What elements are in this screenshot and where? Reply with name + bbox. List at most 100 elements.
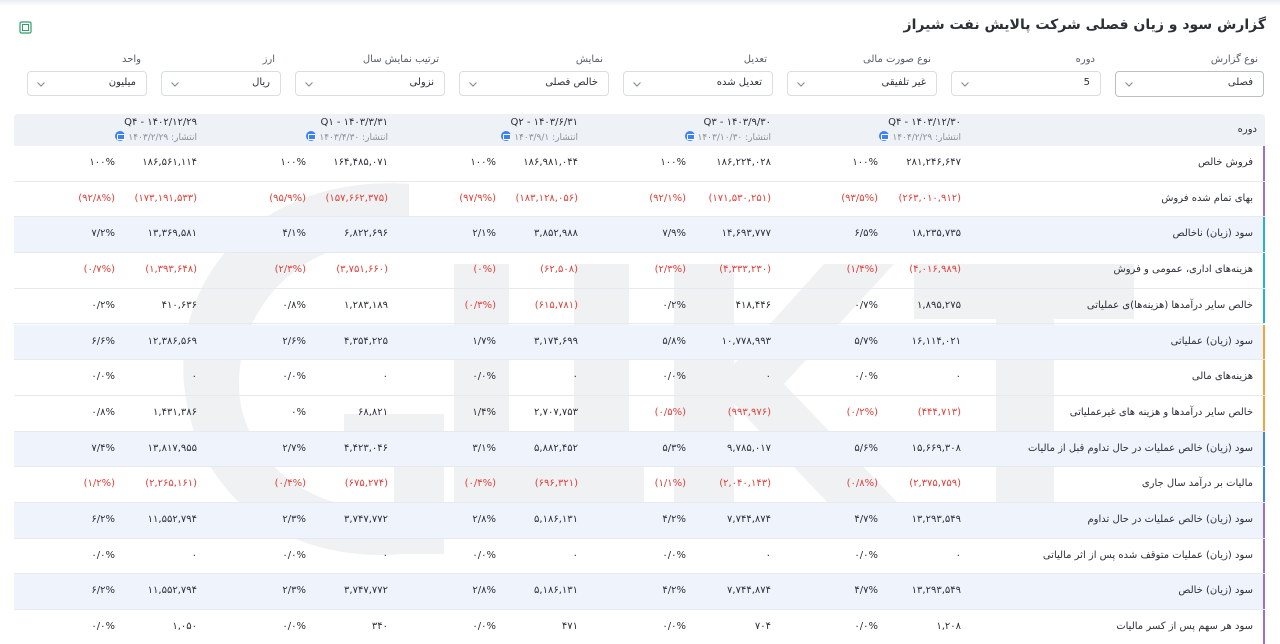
value-cell: ۰ [955,549,961,561]
calendar-icon [306,131,317,141]
percent-cell: (۹۳/۵%) [841,192,878,204]
value-cell: ۳,۸۵۲,۹۸۸ [534,228,578,240]
top-divider [0,0,1280,6]
table-row: فروش خالص ۲۸۱,۲۴۶,۶۴۷ ۱۰۰% ۱۸۶,۲۲۴,۰۲۸ ۱۰۰% ۱… [14,146,1265,182]
adjustment-select[interactable]: تعدیل شده [623,71,773,96]
value-cell: ۱,۲۸۳,۱۸۹ [344,299,388,311]
row-label: مالیات بر درآمد سال جاری [1141,478,1253,490]
percent-cell: ۱۰۰% [660,157,686,168]
column-header[interactable]: Q۴ - ۱۴۰۲/۱۲/۲۹ انتشار: ۱۴۰۳/۲/۲۹ [14,117,197,143]
table-row: خالص سایر درآمدها (هزینه‌ها)ی عملیاتی ۱,۸… [14,288,1265,325]
percent-cell: ۰/۲% [662,299,686,311]
value-cell: ۱۰,۷۷۸,۹۹۳ [721,335,771,347]
publish-date: انتشار: ۱۴۰۴/۲/۲۹ [761,131,961,143]
adjustment-filter: تعدیل تعدیل شده [623,54,773,96]
percent-cell: (۱/۴%) [846,264,878,276]
percent-cell: ۰/۰% [472,621,496,633]
chevron-down-icon [797,82,805,87]
row-label: بهای تمام شده فروش [1161,192,1253,204]
publish-date: انتشار: ۱۴۰۳/۹/۱ [378,131,578,143]
value-cell: ۲,۷۰۷,۷۵۳ [534,406,578,418]
row-label: سود (زیان) عملیاتی [1170,335,1253,347]
filter-label: نمایش [575,54,603,65]
value-cell: ۰ [382,549,388,561]
value-cell: (۲,۰۴۰,۱۴۳) [719,478,771,490]
filter-label: نوع صورت مالی [863,54,931,65]
unit-select[interactable]: میلیون [27,71,147,96]
value-cell: ۳,۷۴۷,۷۷۲ [344,585,388,597]
row-accent-bar [1263,610,1265,644]
value-cell: ۱۳,۲۹۳,۵۴۹ [911,514,961,525]
value-cell: ۱,۸۹۵,۲۷۵ [917,299,961,311]
column-header[interactable]: Q۱ - ۱۴۰۳/۳/۳۱ انتشار: ۱۴۰۳/۴/۳۰ [188,117,388,143]
row-accent-bar [1263,146,1265,181]
row-label: سود (زیان) خالص [1178,585,1253,597]
value-cell: ۹,۷۸۵,۰۱۷ [727,442,771,454]
value-cell: ۱۲,۳۸۶,۵۶۹ [147,335,197,347]
statement-type-select[interactable]: غیر تلفیقی [787,71,937,96]
percent-cell: ۴/۷% [854,514,878,525]
report-type-select[interactable]: فصلی [1115,71,1264,97]
row-accent-bar [1263,431,1265,467]
percent-cell: ۲/۳% [282,585,306,597]
value-cell: ۵,۸۸۲,۴۵۲ [534,442,578,454]
value-cell: ۴۷۱ [561,621,578,633]
row-accent-bar [1263,360,1265,395]
value-cell: ۶۸,۸۲۱ [357,406,388,418]
table-row: هزینه‌های اداری، عمومی و فروش (۴,۰۱۶,۹۸۹)… [14,253,1265,289]
percent-cell: (۲/۳%) [274,264,306,276]
filter-value: نزولی [409,77,434,88]
percent-cell: ۰/۸% [282,299,306,311]
percent-cell: ۲/۶% [282,335,306,347]
value-cell: (۱۷۳,۱۹۱,۵۳۳) [134,192,198,204]
value-cell: ۰ [382,371,388,383]
display-select[interactable]: خالص فصلی [459,71,609,96]
value-cell: ۱۸۶,۲۲۴,۰۲۸ [716,157,771,168]
percent-cell: ۷/۲% [91,228,115,240]
filter-value: فصلی [1227,77,1253,88]
currency-select[interactable]: ریال [161,71,281,96]
period-title: Q۳ - ۱۴۰۳/۹/۳۰ [703,117,771,128]
percent-cell: ۰/۰% [854,621,878,633]
value-cell: ۱۳,۳۶۹,۵۸۱ [147,228,197,240]
table-row: هزینه‌های مالی ۰ ۰/۰% ۰ ۰/۰% ۰ ۰/۰% ۰ ۰/۰% ۰ ۰/۰% [14,360,1265,396]
row-accent-bar [1263,467,1265,502]
value-cell: (۶۷۵,۲۷۴) [344,478,388,490]
percent-cell: ۲/۱% [472,228,496,240]
table-row: سود (زیان) خالص عملیات در حال تداوم قبل … [14,431,1265,468]
chevron-down-icon [37,82,45,87]
column-header[interactable]: Q۲ - ۱۴۰۳/۶/۳۱ انتشار: ۱۴۰۳/۹/۱ [378,117,578,143]
year-order-filter: ترتیب نمایش سال نزولی [295,54,445,96]
percent-cell: (۹۲/۱%) [649,192,686,204]
period-title: Q۲ - ۱۴۰۳/۶/۳۱ [510,117,578,128]
year-order-select[interactable]: نزولی [295,71,445,96]
column-header[interactable]: Q۳ - ۱۴۰۳/۹/۳۰ انتشار: ۱۴۰۳/۱۰/۳۰ [571,117,771,143]
value-cell: ۱۵,۶۶۹,۳۰۸ [911,442,961,454]
value-cell: (۲,۳۷۵,۷۵۹) [909,478,961,490]
percent-cell: ۰/۰% [854,549,878,561]
percent-cell: (۹۵/۹%) [269,192,306,204]
value-cell: ۱۱,۵۵۲,۷۹۴ [147,585,197,597]
percent-cell: ۴/۲% [662,585,686,597]
column-header[interactable]: Q۴ - ۱۴۰۳/۱۲/۳۰ انتشار: ۱۴۰۴/۲/۲۹ [761,117,961,143]
publish-date: انتشار: ۱۴۰۳/۲/۲۹ [14,131,197,143]
period-title: Q۴ - ۱۴۰۲/۱۲/۲۹ [124,117,197,128]
period-select[interactable]: 5 [951,71,1101,96]
percent-cell: ۲/۷% [282,442,306,454]
filter-label: ارز [262,54,275,65]
value-cell: ۱۸,۲۳۵,۷۳۵ [911,228,961,240]
publish-date-text: انتشار: ۱۴۰۴/۲/۲۹ [892,133,961,143]
value-cell: (۹۹۳,۹۷۶) [727,406,771,418]
row-accent-bar [1263,253,1265,288]
calendar-icon [879,131,890,141]
table-row: سود (زیان) عملیات متوقف شده پس از اثر ما… [14,538,1265,575]
percent-cell: ۰/۰% [91,621,115,633]
value-cell: ۷,۷۴۴,۸۷۴ [727,585,771,597]
row-label: خالص سایر درآمدها و هزینه های غیرعملیاتی [1069,406,1253,418]
excel-export-icon[interactable] [19,21,32,34]
row-accent-bar [1263,538,1265,574]
percent-cell: (۰%) [473,264,496,276]
value-cell: ۵,۱۸۶,۱۳۱ [534,585,578,597]
percent-cell: ۰/۰% [91,549,115,561]
calendar-icon [115,131,126,141]
